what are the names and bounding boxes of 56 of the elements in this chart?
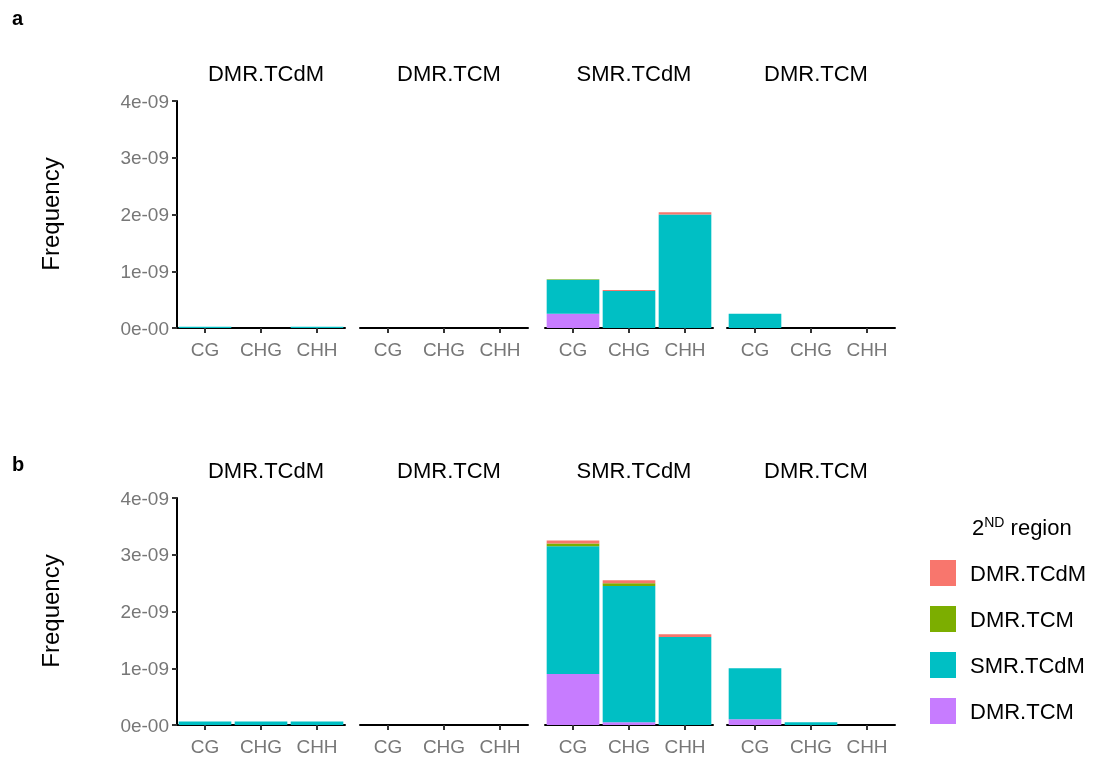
bar (546, 546, 600, 674)
x-tick-label: CHH (846, 339, 888, 360)
x-tick-label: CG (558, 736, 588, 757)
legend-label: DMR.TCdM (970, 560, 1087, 586)
text: b (12, 453, 25, 475)
chart-title: DMR.TCM (397, 457, 501, 483)
x-tick-label: CG (190, 339, 220, 360)
x-tick-label: CG (190, 736, 220, 757)
legend-label: DMR.TCM (970, 606, 1074, 632)
x-tick-label: CHH (664, 339, 706, 360)
x-tick-label: CHH (846, 736, 888, 757)
y-tick-label: 3e-09 (120, 147, 169, 169)
x-tick-label: CHH (296, 339, 338, 360)
bar (602, 722, 656, 725)
x-tick-label: CG (373, 339, 403, 360)
chart-title: DMR.TCM (764, 457, 868, 483)
x-tick-label: CHH (664, 736, 706, 757)
y-tick-label: 1e-09 (120, 260, 169, 282)
bar (658, 634, 712, 638)
x-tick-label: CHG (239, 736, 283, 757)
chart-title: DMR.TCM (397, 60, 501, 86)
text: a (12, 7, 24, 29)
x-tick-label: CHH (479, 339, 521, 360)
chart-title: SMR.TCdM (576, 60, 692, 86)
bar (546, 673, 600, 725)
x-tick-label: CHG (422, 736, 466, 757)
legend-label: DMR.TCM (970, 698, 1074, 724)
y-tick-label: 3e-09 (120, 544, 169, 566)
chart-title: SMR.TCdM (576, 457, 692, 483)
chart-title: DMR.TCdM (207, 60, 325, 86)
bar (602, 585, 656, 723)
y-axis-title: Frequency (36, 554, 64, 668)
legend-label: SMR.TCdM (970, 652, 1085, 678)
x-tick-label: CG (558, 339, 588, 360)
x-tick-label: CHH (479, 736, 521, 757)
y-tick-label: 2e-09 (120, 601, 169, 622)
x-tick-label: CG (740, 339, 770, 360)
x-tick-label: CHH (296, 736, 338, 757)
x-tick-label: CHG (789, 736, 833, 757)
y-tick-label: 2e-09 (120, 204, 169, 225)
chart-title: DMR.TCM (764, 60, 868, 86)
y-tick-label: 1e-09 (120, 657, 169, 679)
bar (658, 637, 712, 725)
x-tick-label: CHG (789, 339, 833, 360)
x-tick-label: CG (373, 736, 403, 757)
y-tick-label: 4e-09 (120, 487, 169, 509)
y-tick-label: 0e-00 (120, 714, 169, 736)
x-tick-label: CHG (239, 339, 283, 360)
y-tick-label: 0e-00 (120, 317, 169, 339)
x-tick-label: CHG (607, 339, 651, 360)
y-axis-title: Frequency (36, 157, 64, 271)
chart-title: DMR.TCdM (207, 457, 325, 483)
x-tick-label: CHG (607, 736, 651, 757)
y-tick-label: 4e-09 (120, 90, 169, 112)
x-tick-label: CG (740, 736, 770, 757)
x-tick-label: CHG (422, 339, 466, 360)
